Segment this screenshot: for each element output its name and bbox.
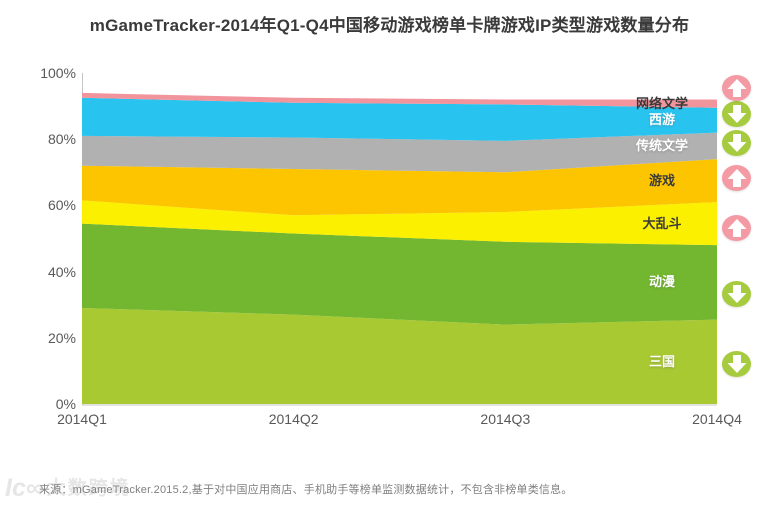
arrow-up-icon bbox=[727, 78, 746, 97]
area-series-2 bbox=[82, 200, 717, 246]
trend-down-badge bbox=[722, 350, 751, 377]
area-series-0 bbox=[82, 308, 717, 404]
trend-up-badge bbox=[722, 74, 751, 101]
trend-up-badge bbox=[722, 214, 751, 241]
arrow-down-icon bbox=[727, 133, 746, 152]
area-series-6 bbox=[82, 92, 717, 108]
watermark-logo-icon: Ic∞ bbox=[5, 474, 44, 502]
arrow-up-icon bbox=[727, 218, 746, 237]
page-title: mGameTracker-2014年Q1-Q4中国移动游戏榜单卡牌游戏IP类型游… bbox=[89, 16, 690, 35]
plot-area bbox=[82, 73, 717, 406]
area-series-1 bbox=[82, 223, 717, 325]
trend-down-badge bbox=[722, 281, 751, 308]
arrow-down-icon bbox=[727, 285, 746, 304]
trend-up-badge bbox=[722, 164, 751, 191]
x-tick-label: 2014Q4 bbox=[692, 411, 742, 427]
area-series-4 bbox=[82, 132, 717, 173]
y-tick-label: 80% bbox=[47, 131, 76, 148]
watermark-brand: 大数跨境 bbox=[46, 478, 131, 499]
area-series-5 bbox=[82, 97, 717, 141]
watermark: Ic∞ 大数跨境 bbox=[5, 475, 131, 501]
arrow-up-icon bbox=[727, 168, 746, 187]
x-tick-label: 2014Q1 bbox=[57, 411, 107, 427]
y-tick-label: 40% bbox=[47, 263, 76, 280]
trend-down-badge bbox=[722, 101, 751, 128]
trend-down-badge bbox=[722, 129, 751, 156]
y-tick-label: 20% bbox=[47, 329, 76, 346]
y-tick-label: 60% bbox=[47, 197, 76, 214]
y-tick-label: 0% bbox=[55, 396, 76, 412]
arrow-down-icon bbox=[727, 105, 746, 124]
arrow-down-icon bbox=[727, 354, 746, 373]
source-note: 来源：mGameTracker.2015.2,基于对中国应用商店、手机助手等榜单… bbox=[39, 484, 573, 496]
area-series-3 bbox=[82, 159, 717, 216]
x-tick-label: 2014Q2 bbox=[268, 411, 319, 427]
y-tick-label: 100% bbox=[40, 65, 76, 81]
x-tick-label: 2014Q3 bbox=[480, 411, 531, 427]
